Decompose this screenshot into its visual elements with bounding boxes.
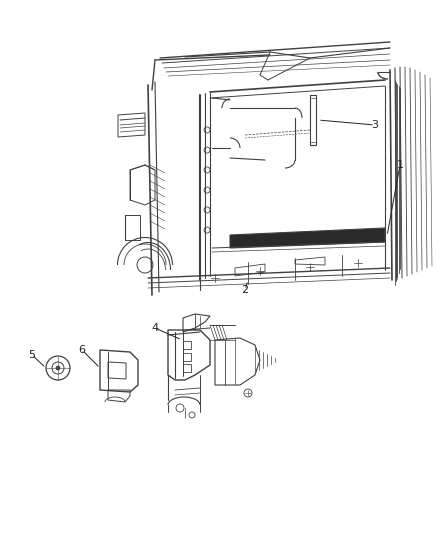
Text: 4: 4 <box>151 323 158 333</box>
Text: 2: 2 <box>241 285 248 295</box>
Text: 5: 5 <box>28 350 35 360</box>
Circle shape <box>56 366 60 370</box>
Polygon shape <box>230 228 384 248</box>
Text: 1: 1 <box>396 160 403 170</box>
Text: 6: 6 <box>78 345 85 355</box>
Text: 3: 3 <box>371 120 378 130</box>
